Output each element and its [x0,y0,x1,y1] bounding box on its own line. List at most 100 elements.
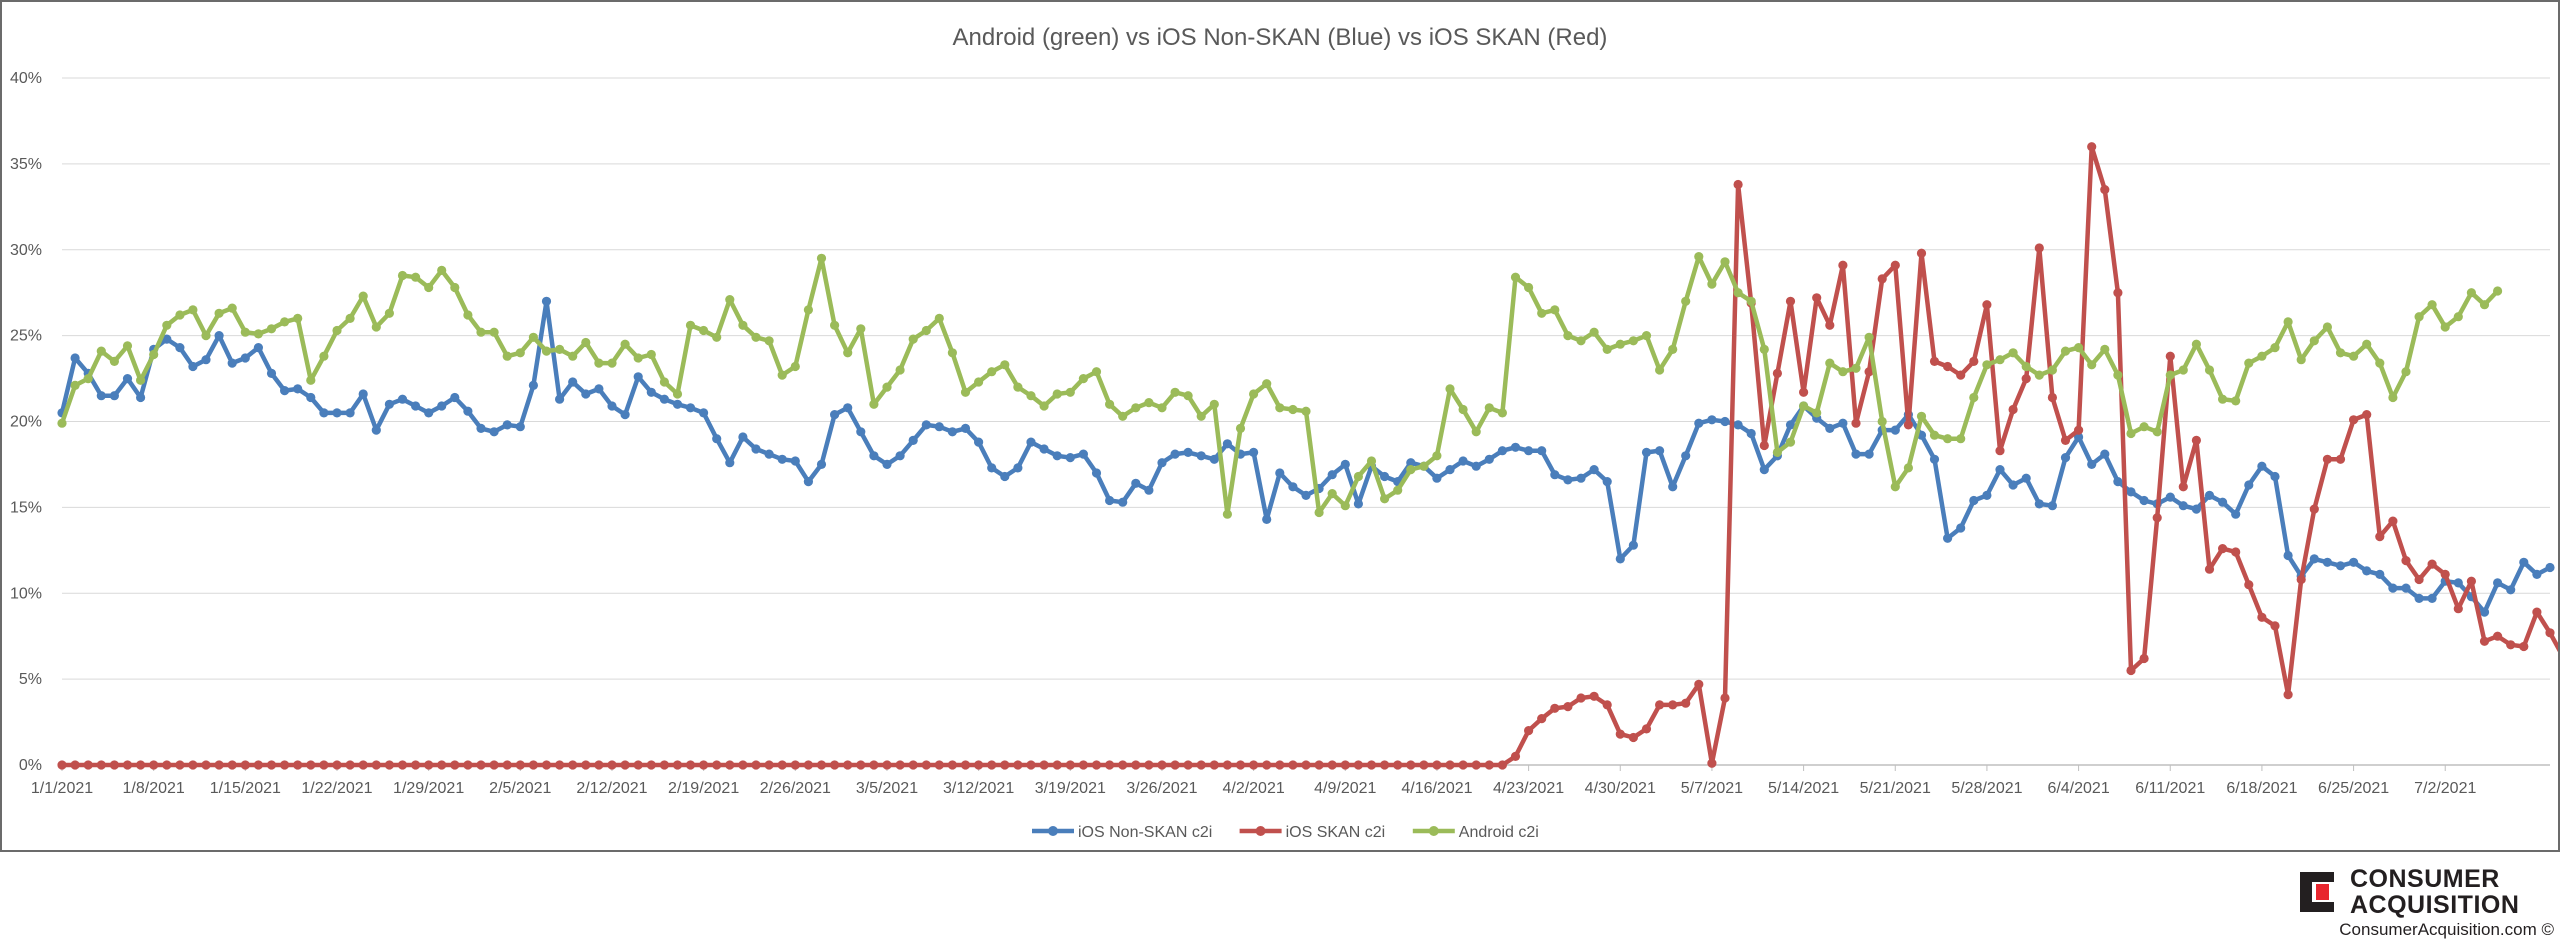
x-tick-label: 6/4/2021 [2047,780,2109,797]
data-point [699,760,709,770]
data-point [175,760,185,770]
data-point [1484,454,1494,464]
data-point [685,403,696,413]
data-point [1105,495,1115,506]
data-point [1432,451,1442,461]
data-point [162,334,172,344]
data-point [1812,408,1822,418]
data-point [712,760,722,770]
data-point [1825,320,1835,330]
data-point [2074,425,2084,435]
data-point [1707,279,1717,289]
data-point [672,389,683,399]
data-point [136,392,146,403]
data-point [1471,461,1481,471]
data-point [345,313,355,323]
data-point [1471,760,1481,770]
data-point [528,380,539,390]
data-point [2152,427,2162,437]
data-point [2218,394,2228,404]
data-point [947,348,958,358]
data-point [1131,478,1141,488]
data-point [1000,760,1010,770]
data-point [646,760,656,770]
data-point [1209,399,1219,409]
x-tick-label: 3/19/2021 [1035,780,1106,797]
y-tick-label: 25% [10,328,42,345]
data-point [2440,322,2450,332]
data-point [1956,523,1966,533]
data-point [1903,420,1913,430]
data-point [1995,355,2005,365]
data-point [1484,403,1494,413]
data-point [1576,473,1586,483]
data-point [921,325,931,336]
data-point [2545,628,2555,638]
data-point [1196,411,1206,421]
data-point [659,760,670,770]
data-point [306,375,316,385]
data-point [620,410,630,420]
data-point [175,343,185,353]
data-point [816,760,827,770]
data-point [882,382,892,392]
data-point [1524,282,1534,293]
data-point [1943,533,1953,543]
data-point [1969,392,1979,403]
brand-name: CONSUMER ACQUISITION [2350,866,2519,918]
data-point [2375,358,2385,368]
data-point [1118,411,1128,421]
data-point [2021,374,2031,384]
data-point [1655,700,1665,710]
data-point [293,384,303,394]
x-tick-label: 7/2/2021 [2414,780,2476,797]
data-point [57,418,67,428]
data-point [541,296,552,306]
data-point [2388,392,2398,403]
x-tick-label: 4/23/2021 [1493,780,1564,797]
data-point [947,760,958,770]
data-point [843,760,853,770]
data-point [437,760,447,770]
data-point [2008,404,2018,415]
data-point [2466,288,2476,298]
data-point [227,760,237,770]
data-point [358,760,368,770]
data-point [947,427,958,437]
data-point [541,346,552,356]
data-point [1249,389,1259,399]
data-point [2309,554,2319,564]
data-point [1864,367,1874,377]
data-point [411,760,421,770]
data-point [1222,760,1232,770]
consumer-acquisition-logo-icon [2300,872,2334,912]
data-point [1432,760,1442,770]
data-point [1537,714,1547,724]
data-point [2362,566,2372,576]
y-tick-label: 20% [10,414,42,431]
data-point [2283,550,2293,561]
data-point [1694,679,1704,689]
data-point [816,459,827,469]
data-point [2532,607,2542,617]
data-point [1353,760,1363,770]
data-point [1825,423,1835,433]
data-point [1982,360,1992,370]
data-point [96,760,106,770]
data-point [1235,423,1246,433]
data-point [1458,404,1468,415]
data-point [882,459,892,469]
data-point [188,361,198,372]
data-point [1720,693,1730,703]
y-tick-label: 0% [19,757,42,774]
data-point [2204,564,2215,574]
data-point [1222,439,1232,449]
legend-label: iOS Non-SKAN c2i [1078,824,1212,841]
data-point [1641,331,1652,341]
data-point [2231,396,2241,406]
data-point [1812,293,1822,303]
data-point [1563,702,1573,712]
legend-item: Android c2i [1412,824,1539,841]
data-point [2335,348,2346,358]
data-point [1510,751,1521,762]
